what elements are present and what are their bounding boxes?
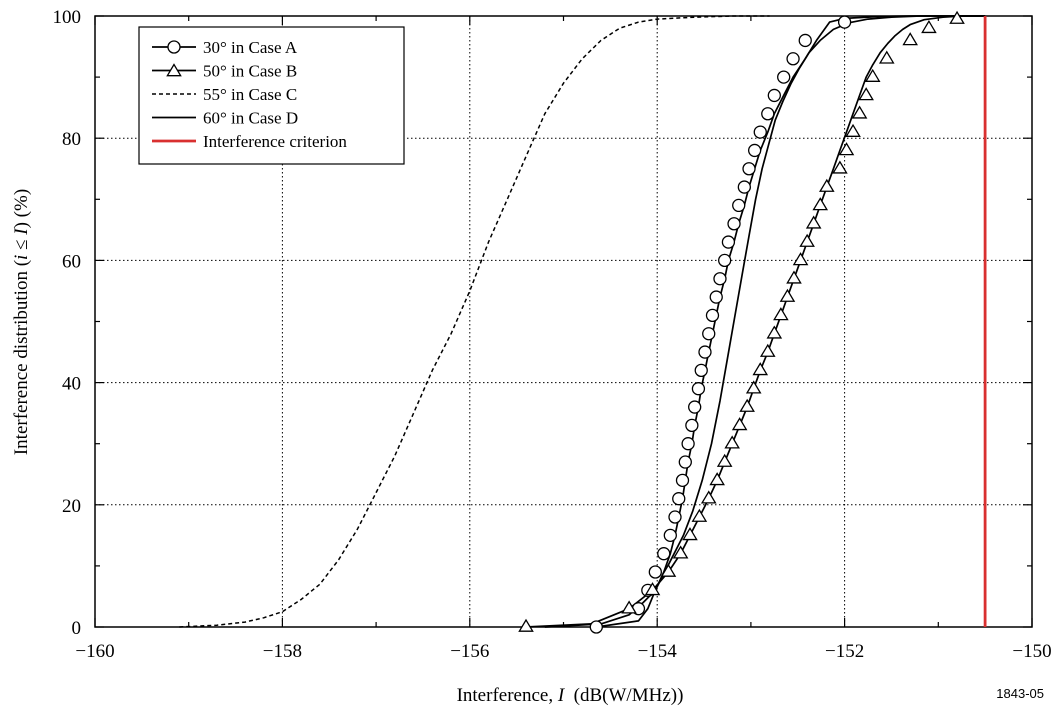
marker-circle	[777, 70, 791, 84]
legend-label-3: 60° in Case D	[203, 109, 298, 128]
marker-triangle	[691, 508, 708, 522]
marker-triangle	[644, 582, 661, 596]
marker-triangle	[838, 142, 855, 156]
marker-circle	[691, 382, 706, 396]
marker-circle	[698, 345, 712, 359]
marker-circle	[681, 437, 695, 451]
marker-triangle	[766, 325, 783, 339]
marker-circle	[672, 492, 686, 506]
marker-circle	[657, 547, 671, 561]
marker-triangle	[773, 307, 789, 321]
series-line-3	[544, 15, 986, 628]
x-tick-label: −150	[1012, 641, 1051, 662]
marker-circle	[702, 327, 716, 341]
marker-triangle	[878, 50, 895, 64]
marker-circle	[694, 363, 708, 378]
y-tick-label: 100	[53, 7, 82, 28]
marker-triangle	[682, 527, 698, 541]
legend-label-0: 30° in Case A	[203, 38, 298, 57]
marker-circle	[837, 15, 852, 29]
marker-triangle	[779, 288, 796, 302]
y-tick-label: 0	[72, 618, 82, 639]
marker-circle	[648, 565, 662, 579]
marker-triangle	[864, 68, 881, 82]
y-tick-label: 60	[62, 251, 81, 272]
marker-circle	[675, 473, 690, 488]
legend: 30° in Case A 50° in Case B 55° in Case C 6…	[138, 26, 405, 165]
marker-circle	[761, 107, 775, 121]
x-tick-label: −160	[75, 641, 114, 662]
marker-circle	[663, 528, 677, 542]
marker-triangle	[731, 417, 748, 431]
marker-triangle	[660, 563, 677, 577]
marker-circle	[678, 455, 692, 469]
marker-triangle	[792, 252, 809, 266]
marker-triangle	[851, 105, 868, 119]
marker-triangle	[621, 600, 637, 614]
marker-triangle	[700, 490, 717, 504]
series-line-0	[596, 15, 986, 628]
marker-circle	[589, 620, 603, 634]
legend-label-1: 50° in Case B	[203, 62, 297, 81]
marker-circle	[709, 290, 723, 304]
marker-triangle	[786, 270, 802, 284]
marker-circle	[685, 418, 699, 433]
marker-triangle	[858, 87, 874, 101]
marker-triangle	[759, 343, 776, 357]
marker-triangle	[518, 618, 534, 632]
grid-lines	[95, 16, 1032, 627]
marker-triangle	[739, 398, 755, 412]
marker-triangle	[805, 215, 822, 229]
y-axis-label: Interference distribution (i ≤ I) (%)	[11, 189, 32, 455]
marker-triangle	[819, 178, 835, 192]
marker-circle	[767, 88, 781, 103]
x-tick-label: −152	[825, 641, 864, 662]
marker-triangle	[745, 380, 762, 394]
marker-triangle	[709, 472, 725, 486]
marker-circle	[798, 33, 812, 48]
marker-circle	[727, 217, 741, 231]
series-line-1	[525, 15, 986, 628]
legend-label-2: 55° in Case C	[203, 85, 297, 104]
x-tick-label: −156	[450, 641, 489, 662]
marker-circle	[721, 235, 736, 249]
marker-circle	[747, 143, 762, 158]
marker-triangle	[902, 32, 918, 46]
legend-marker-triangle	[166, 63, 182, 77]
marker-triangle	[921, 19, 937, 34]
y-tick-label: 80	[62, 129, 81, 150]
marker-circle	[718, 253, 732, 268]
marker-triangle	[752, 362, 769, 376]
legend-marker-circle	[167, 40, 181, 54]
x-tick-label: −158	[263, 641, 302, 662]
marker-triangle	[812, 197, 829, 211]
x-axis-label: Interference, I (dB(W/MHz))	[457, 685, 684, 706]
tick-labels: −160 −158 −156 −154 −152 −150 0 20 40 60 80 100	[53, 7, 1052, 662]
marker-circle	[742, 162, 756, 176]
figure-id: 1843-05	[996, 686, 1044, 701]
marker-circle	[786, 52, 800, 66]
marker-circle	[713, 272, 727, 286]
marker-circle	[732, 198, 746, 213]
tick-marks	[94, 15, 1033, 628]
series-line-2	[179, 15, 770, 628]
y-tick-label: 40	[62, 374, 81, 395]
legend-label-4: Interference criterion	[203, 132, 347, 151]
marker-triangle	[832, 160, 848, 174]
marker-circle	[753, 125, 767, 139]
x-tick-label: −154	[638, 641, 678, 662]
marker-circle	[668, 510, 682, 524]
marker-circle	[737, 180, 751, 194]
marker-triangle	[724, 435, 740, 449]
marker-circle	[688, 400, 702, 414]
marker-triangle	[716, 453, 733, 467]
marker-triangle	[845, 123, 861, 137]
marker-triangle	[799, 233, 815, 247]
marker-triangle	[672, 545, 689, 559]
y-tick-label: 20	[62, 496, 81, 517]
series-markers	[518, 10, 965, 634]
marker-circle	[705, 308, 720, 323]
marker-triangle	[949, 10, 965, 24]
